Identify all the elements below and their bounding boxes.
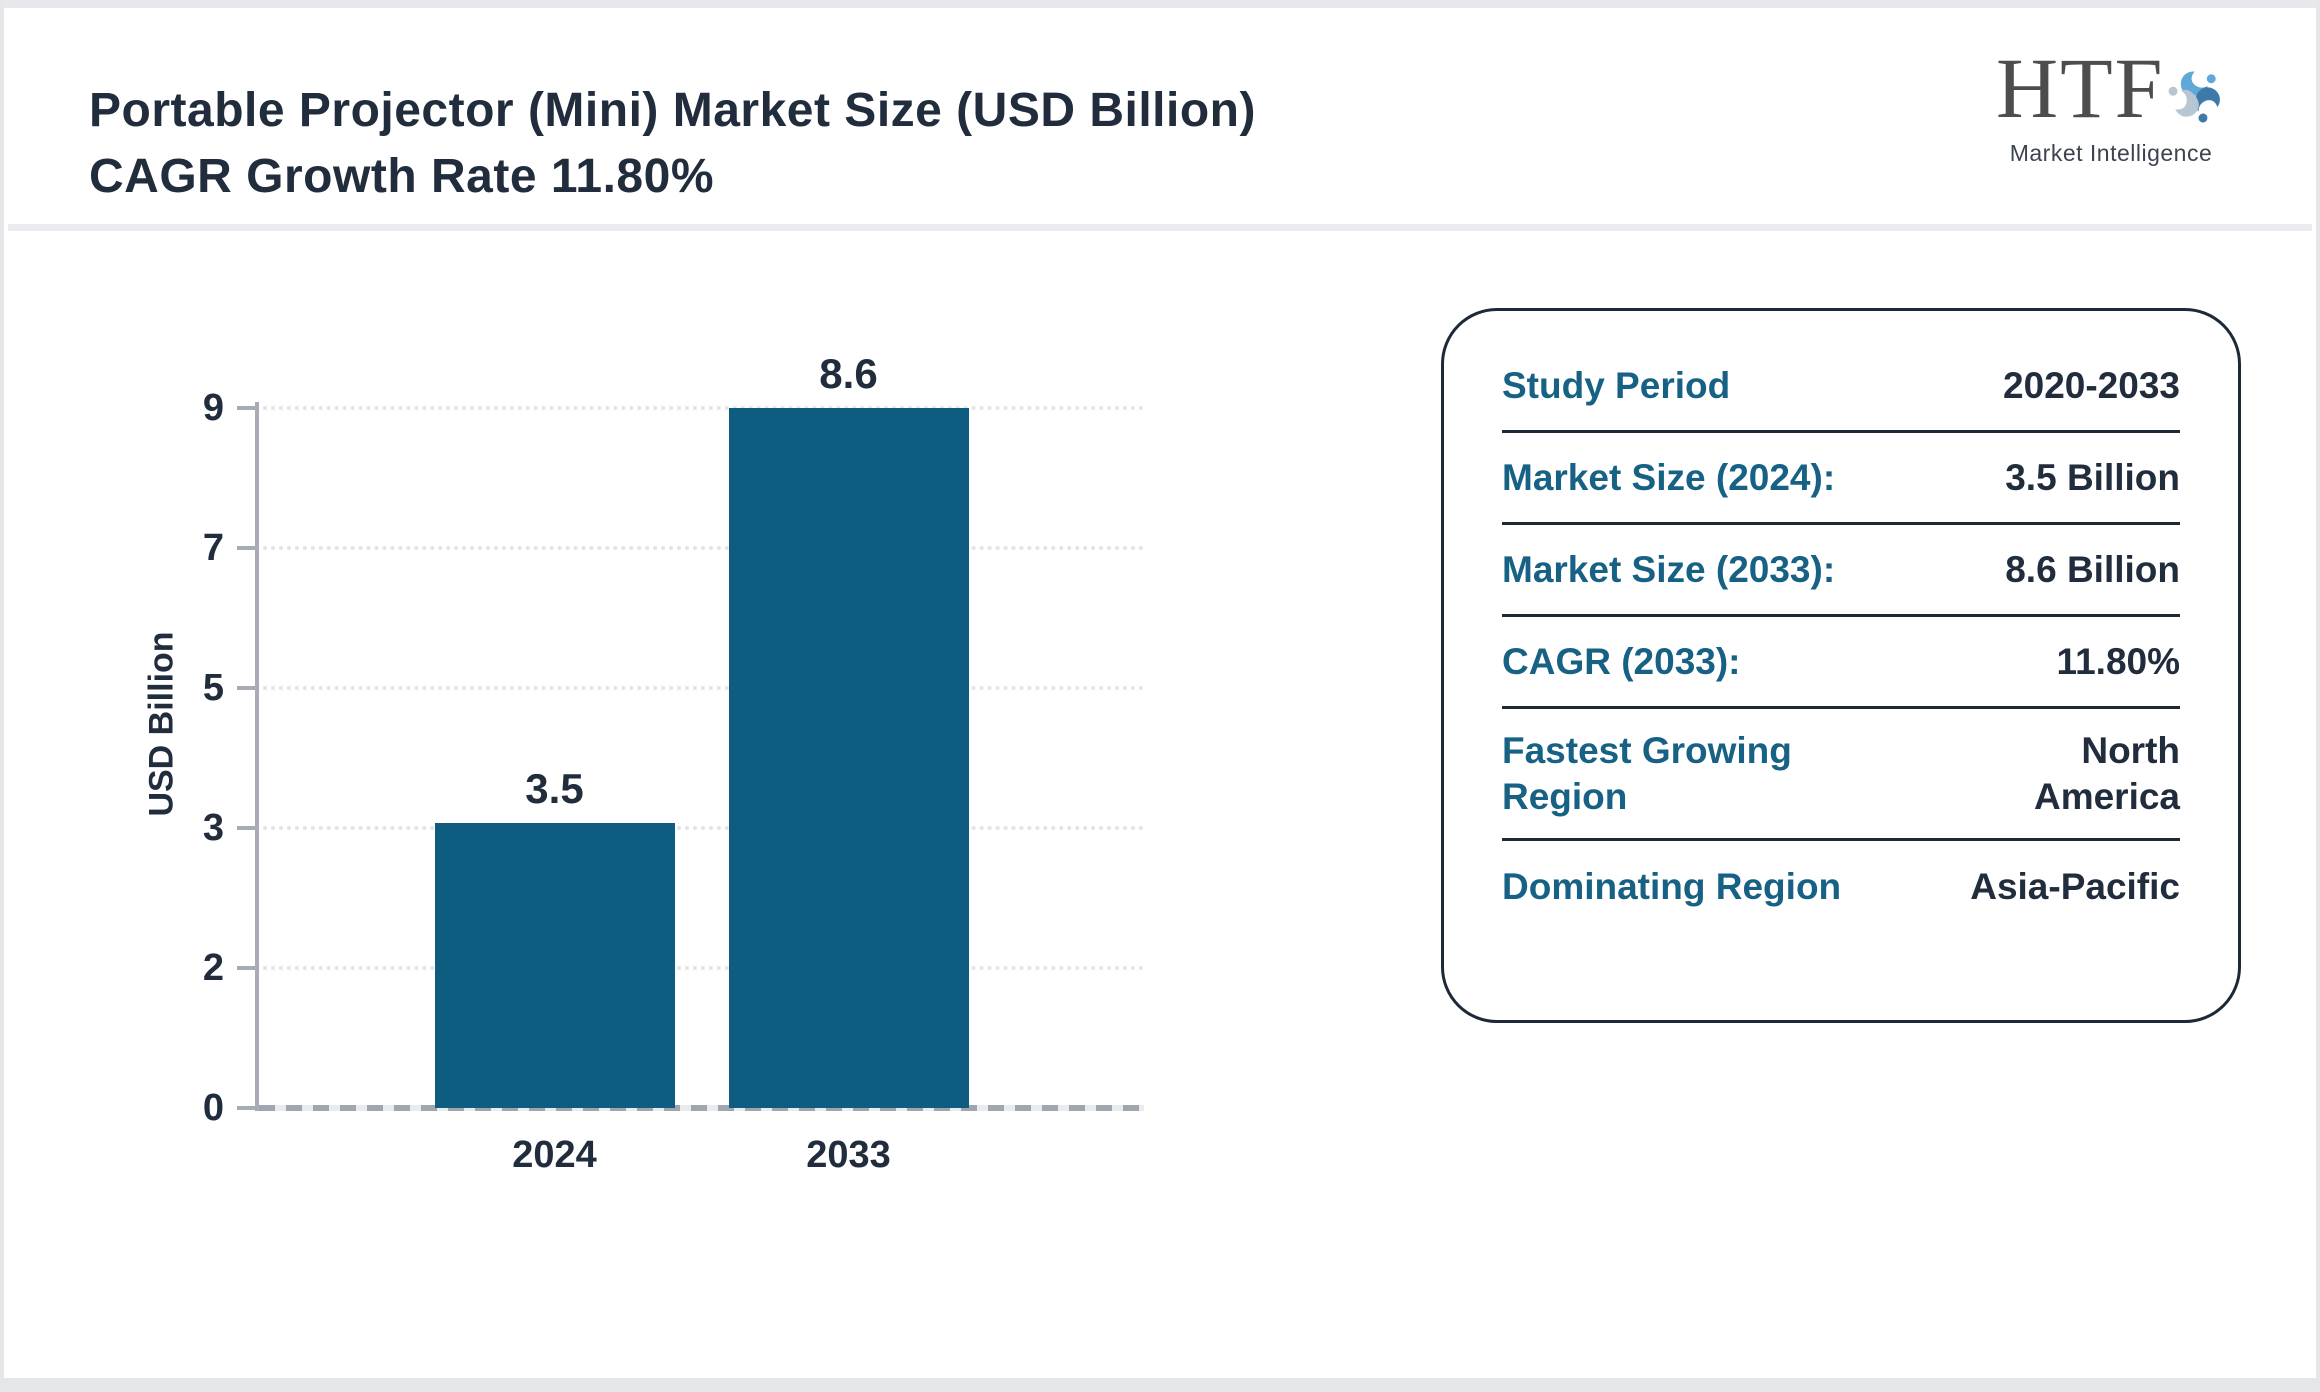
bar-value-2033: 8.6	[819, 350, 878, 397]
gridline-5	[263, 686, 1144, 690]
y-axis-title: USD Billion	[142, 631, 181, 817]
y-tick-mark-9	[237, 406, 259, 410]
gridline-7	[263, 546, 1144, 550]
summary-card: Study Period 2020-2033 Market Size (2024):…	[1441, 308, 2241, 1023]
card-value-cagr-2033: 11.80%	[2056, 640, 2180, 682]
y-tick-mark-0	[237, 1106, 259, 1110]
bar-2033	[728, 408, 969, 1108]
card-value-market-size-2024: 3.5 Billion	[2005, 456, 2180, 498]
logo-subtitle: Market Intelligence	[2009, 140, 2213, 166]
y-tick-mark-5	[237, 686, 259, 690]
bar-2024	[434, 823, 675, 1108]
card-label-dominating-region: Dominating Region	[1502, 866, 1842, 907]
x-tick-label-2033: 2033	[806, 1134, 891, 1176]
gridline-2	[263, 966, 1144, 970]
x-tick-label-2024: 2024	[512, 1134, 597, 1176]
summary-card-rows: Study Period 2020-2033 Market Size (2024):…	[1502, 341, 2180, 992]
card-label-cagr-2033: CAGR (2033):	[1502, 640, 1741, 682]
card-row-cagr-2033: CAGR (2033): 11.80%	[1502, 617, 2180, 709]
card-label-market-size-2024: Market Size (2024):	[1502, 456, 1836, 498]
card-value-market-size-2033: 8.6 Billion	[2005, 548, 2180, 590]
y-tick-label-3: 3	[202, 807, 224, 849]
y-tick-mark-7	[237, 546, 259, 550]
card-row-market-size-2033: Market Size (2033): 8.6 Billion	[1502, 525, 2180, 617]
card-label-market-size-2033: Market Size (2033):	[1502, 548, 1836, 590]
card-label-fastest-growing-region: Fastest Growing Region	[1502, 729, 1792, 817]
page-title: Portable Projector (Mini) Market Size (U…	[89, 84, 1256, 204]
brand-logo: HTF Market Intelligence	[1996, 42, 2226, 167]
card-row-study-period: Study Period 2020-2033	[1502, 341, 2180, 433]
y-axis-line	[255, 402, 259, 1111]
y-tick-mark-2	[237, 966, 259, 970]
y-tick-label-2: 2	[202, 947, 224, 989]
bar-value-2024: 3.5	[525, 765, 584, 813]
y-tick-label-7: 7	[202, 527, 224, 569]
header-divider	[8, 224, 2312, 231]
card-label-study-period: Study Period	[1502, 364, 1731, 406]
x-axis-baseline	[259, 1105, 1144, 1111]
card-row-fastest-growing-region: Fastest Growing Region North America	[1502, 709, 2180, 841]
y-tick-label-0: 0	[202, 1087, 224, 1129]
logo-row: HTF	[1996, 42, 2226, 148]
card-value-fastest-growing-region: North America	[2033, 729, 2180, 817]
y-tick-label-5: 5	[202, 667, 224, 709]
logo-swirl-icon	[2169, 71, 2221, 123]
card-value-study-period: 2020-2033	[2003, 364, 2180, 406]
card-row-market-size-2024: Market Size (2024): 3.5 Billion	[1502, 433, 2180, 525]
gridline-3	[263, 826, 1144, 830]
gridline-9	[263, 406, 1144, 410]
y-tick-mark-3	[237, 826, 259, 830]
logo-acronym: HTF	[1996, 40, 2165, 136]
card-row-dominating-region: Dominating Region Asia-Pacific	[1502, 841, 2180, 933]
y-tick-label-9: 9	[202, 387, 224, 429]
card-value-dominating-region: Asia-Pacific	[1970, 866, 2180, 907]
